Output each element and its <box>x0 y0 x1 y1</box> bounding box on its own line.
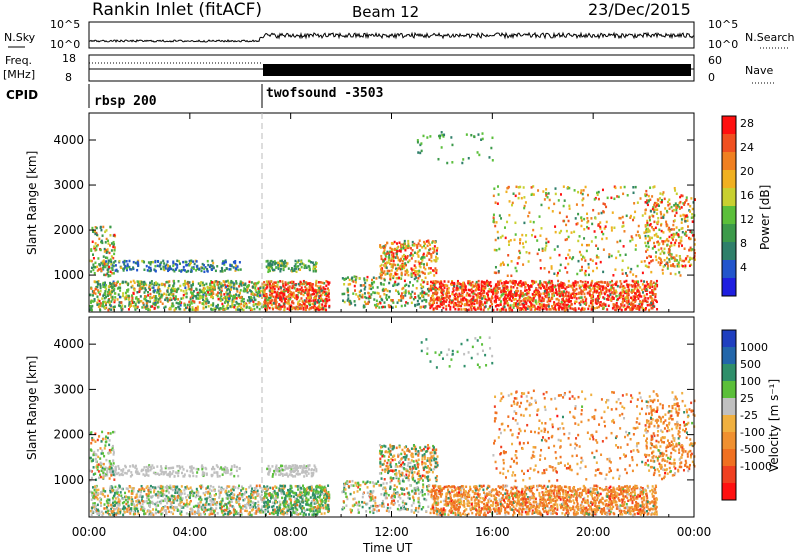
sky-right-tick-bottom: 10^0 <box>708 38 738 51</box>
colorbar-segment <box>722 170 736 188</box>
freq-tick-bottom: 8 <box>65 71 72 84</box>
x-tick-label: 00:00 <box>72 525 107 539</box>
colorbar-tick-label: 100 <box>740 375 761 388</box>
nave-tick-top: 60 <box>708 54 722 67</box>
velocity-panel: 1000 2000 3000 4000 Slant Range [km] <box>25 316 696 518</box>
y-tick-label: 4000 <box>53 337 84 351</box>
y-tick-label: 1000 <box>53 268 84 282</box>
colorbar-segment <box>722 432 736 449</box>
cpid-row: CPID rbsp 200 twofsound -3503 <box>6 84 383 109</box>
power-colorbar: 4 8 12 16 20 24 28 <box>721 115 754 297</box>
y-tick-label: 3000 <box>53 178 84 192</box>
colorbar-tick-label: -500 <box>740 443 765 456</box>
sky-left-tick-bottom: 10^0 <box>50 38 80 51</box>
colorbar-frame <box>721 329 737 501</box>
velocity-colorbar: 1000 500 100 25 -25 -100 -500 -1000 <box>721 329 772 501</box>
colorbar-tick-label: -25 <box>740 409 758 422</box>
n-search-label: N.Search <box>745 31 795 44</box>
cpid-program-1: twofsound -3503 <box>266 86 383 101</box>
colorbar-segment <box>722 224 736 242</box>
sky-noise-panel: N.Sky 10^5 10^0 10^5 10^0 N.Search <box>4 18 795 51</box>
colorbar-tick-label: 16 <box>740 189 754 202</box>
velocity-scatter <box>89 336 696 517</box>
time-axis-label: Time UT <box>362 541 413 554</box>
power-colorbar-label: Power [dB] <box>758 185 772 250</box>
power-y-ticks: 1000 2000 3000 4000 <box>53 133 694 282</box>
colorbar-segment <box>722 364 736 381</box>
x-tick-label: 04:00 <box>173 525 208 539</box>
colorbar-tick-label: 28 <box>740 117 754 130</box>
beam-title: Beam 12 <box>352 3 419 21</box>
nave-dense-block <box>263 64 691 76</box>
nave-tick-bottom: 0 <box>708 71 715 84</box>
colorbar-tick-label: 12 <box>740 213 754 226</box>
x-tick-label: 16:00 <box>475 525 510 539</box>
colorbar-segment <box>722 188 736 206</box>
colorbar-frame <box>721 115 737 297</box>
freq-unit-label: [MHz] <box>3 68 35 81</box>
x-tick-label: 20:00 <box>576 525 611 539</box>
colorbar-segment <box>722 381 736 398</box>
freq-label: Freq. <box>5 54 32 67</box>
x-tick-label: 08:00 <box>273 525 308 539</box>
cpid-label: CPID <box>6 88 38 102</box>
power-panel: 1000 2000 3000 4000 Slant Range [km] <box>25 112 696 313</box>
colorbar-segment <box>722 330 736 347</box>
power-y-label: Slant Range [km] <box>25 151 39 255</box>
freq-nave-panel: Freq. [MHz] 18 8 60 0 Nave <box>3 52 775 84</box>
y-tick-label: 2000 <box>53 428 84 442</box>
power-scatter <box>89 131 696 312</box>
colorbar-segment <box>722 347 736 364</box>
sky-right-tick-top: 10^5 <box>708 18 738 31</box>
date-title: 23/Dec/2015 <box>588 0 691 19</box>
colorbar-segment <box>722 466 736 483</box>
velocity-y-label: Slant Range [km] <box>25 356 39 460</box>
velocity-y-ticks: 1000 2000 3000 4000 <box>53 337 694 487</box>
colorbar-tick-label: 25 <box>740 392 754 405</box>
y-tick-label: 2000 <box>53 223 84 237</box>
colorbar-segment <box>722 260 736 278</box>
colorbar-tick-label: 8 <box>740 237 747 250</box>
colorbar-segment <box>722 206 736 224</box>
colorbar-tick-label: -1000 <box>740 460 772 473</box>
colorbar-tick-label: -100 <box>740 426 765 439</box>
colorbar-segment <box>722 278 736 296</box>
cpid-program-0: rbsp 200 <box>94 94 157 109</box>
colorbar-segment <box>722 449 736 466</box>
colorbar-segment <box>722 134 736 152</box>
sky-left-tick-top: 10^5 <box>50 18 80 31</box>
y-tick-label: 1000 <box>53 473 84 487</box>
colorbar-segment <box>722 483 736 500</box>
time-x-ticks: 00:00 04:00 08:00 12:00 16:00 20:00 00:00 <box>72 113 712 539</box>
colorbar-tick-label: 20 <box>740 165 754 178</box>
velocity-colorbar-label: Velocity [m s⁻¹] <box>767 379 781 472</box>
colorbar-segment <box>722 116 736 134</box>
colorbar-segment <box>722 242 736 260</box>
y-tick-label: 4000 <box>53 133 84 147</box>
station-title: Rankin Inlet (fitACF) <box>92 0 262 20</box>
n-sky-label: N.Sky <box>4 31 36 44</box>
x-tick-label: 00:00 <box>677 525 712 539</box>
colorbar-segment <box>722 152 736 170</box>
colorbar-tick-label: 4 <box>740 261 747 274</box>
freq-tick-top: 18 <box>62 52 76 65</box>
sky-noise-trace <box>88 31 695 43</box>
colorbar-tick-label: 24 <box>740 141 754 154</box>
colorbar-segment <box>722 398 736 415</box>
colorbar-segment <box>722 415 736 432</box>
x-tick-label: 12:00 <box>374 525 409 539</box>
nave-label: Nave <box>745 64 773 77</box>
colorbar-tick-label: 1000 <box>740 341 768 354</box>
colorbar-tick-label: 500 <box>740 358 761 371</box>
y-tick-label: 3000 <box>53 382 84 396</box>
